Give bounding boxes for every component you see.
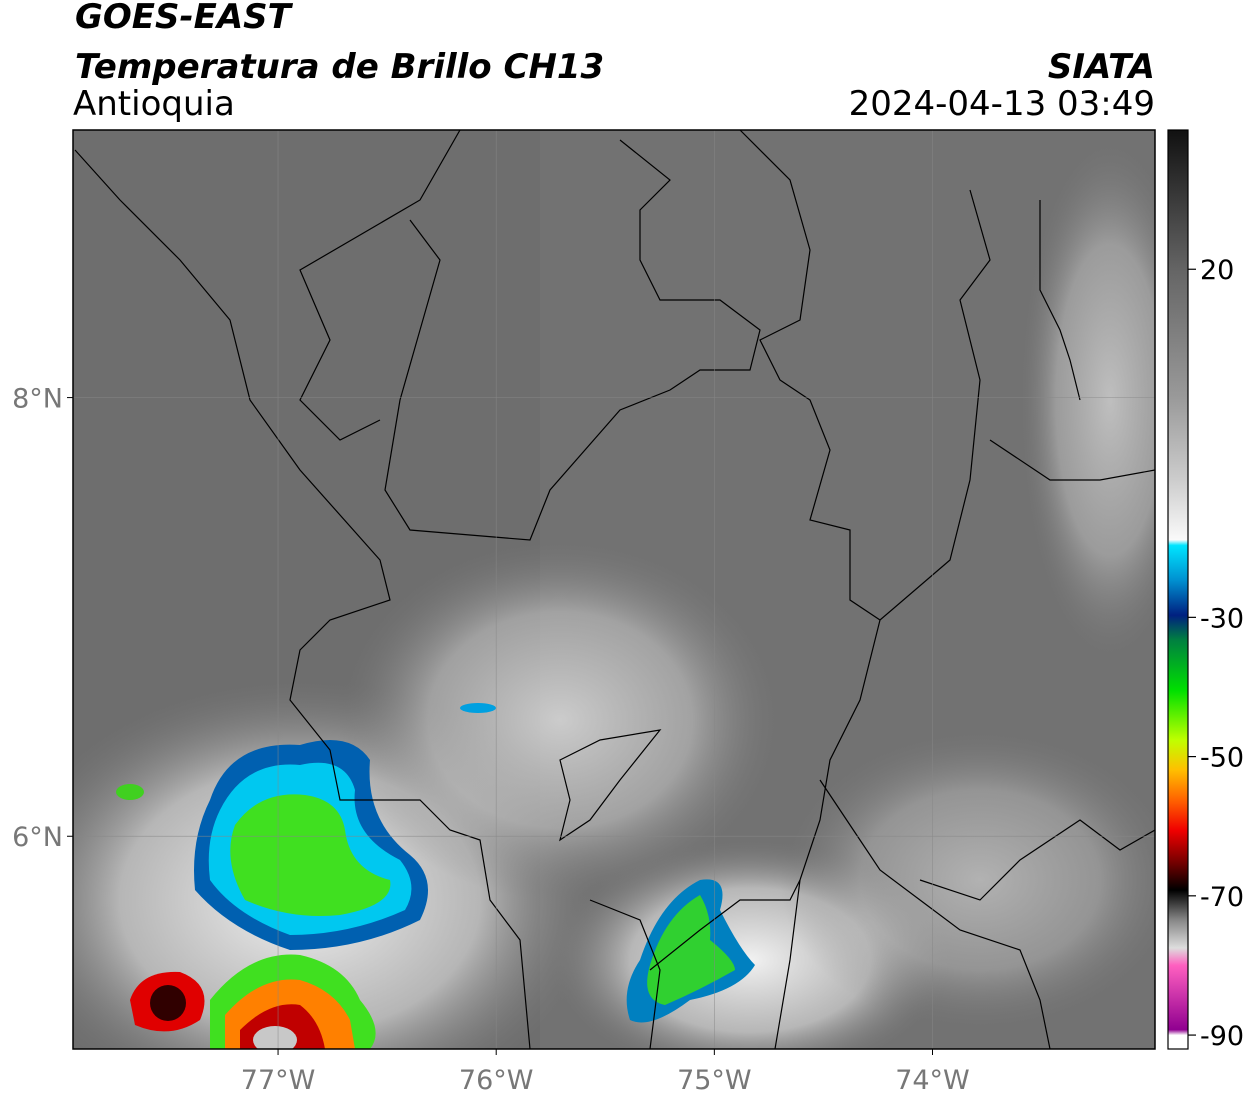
colorbar	[1167, 129, 1189, 1050]
x-tick-label: 76°W	[459, 1065, 534, 1096]
datetime: 2024-04-13 03:49	[849, 84, 1155, 124]
satellite-image	[73, 130, 1155, 1049]
y-tick-label: 8°N	[12, 384, 63, 415]
title: GOES-EAST	[75, 0, 294, 37]
x-tick-label: 75°W	[677, 1065, 752, 1096]
source: SIATA	[1048, 47, 1155, 87]
product: Temperatura de Brillo CH13	[75, 47, 604, 87]
colorbar-tick-label: -30	[1200, 603, 1244, 634]
colorbar-tick-label: -70	[1200, 882, 1244, 913]
colorbar-tick-label: -90	[1200, 1021, 1244, 1052]
x-tick-label: 74°W	[895, 1065, 970, 1096]
map-frame	[72, 129, 1156, 1050]
region: Antioquia	[73, 84, 235, 124]
colorbar-tick-label: -50	[1200, 743, 1244, 774]
y-tick-label: 6°N	[12, 822, 63, 853]
colorbar-tick-label: 20	[1200, 255, 1234, 286]
x-tick-label: 77°W	[241, 1065, 316, 1096]
graticule	[73, 130, 1155, 1049]
